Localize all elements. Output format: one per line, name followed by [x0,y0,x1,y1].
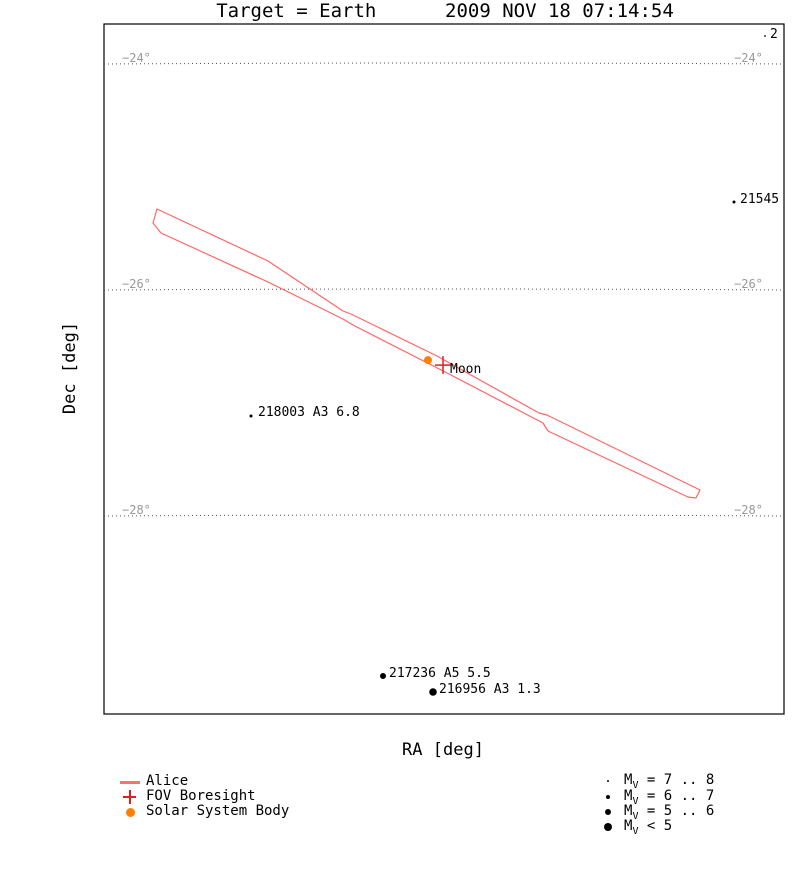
magnitude-label: MV < 5 [624,818,673,837]
legend-dot-icon [118,804,146,818]
star-label: 218003 A3 6.8 [258,405,360,420]
magnitude-dot-icon [604,823,612,831]
star-marker [732,200,736,204]
star-marker [380,673,386,679]
plot-frame [103,23,785,715]
magnitude-label: MV = 5 .. 6 [624,803,715,822]
dec-grid-line [103,514,785,517]
star-label: 217236 A5 5.5 [389,666,491,681]
solar-system-body-marker [424,356,432,365]
legend-item: Alice [118,773,188,789]
x-axis-label: RA [deg] [402,740,484,760]
dec-grid-line [103,288,785,291]
dec-grid-line [103,62,785,65]
star-label: 21545 [740,192,779,207]
legend-label: FOV Boresight [146,788,256,804]
magnitude-label: MV = 7 .. 8 [624,772,715,791]
legend-item: Solar System Body [118,803,289,819]
dec-tick-label: −24° [122,51,151,65]
legend-line-icon [118,774,146,788]
magnitude-label: MV = 6 .. 7 [624,788,715,807]
dec-tick-label: −26° [122,277,151,291]
dec-tick-label: −28° [122,503,151,517]
legend-label: Alice [146,773,189,789]
dec-tick-label: −24° [734,51,763,65]
solar-system-body-label: Moon [450,362,481,377]
star-label: 2 [770,27,778,42]
magnitude-dot-icon [607,780,609,782]
magnitude-dot-icon [606,795,610,799]
legend-item: FOV Boresight [118,788,256,804]
y-axis-label: Dec [deg] [60,321,80,415]
title-target: Target = Earth [216,0,377,22]
alice-fov-outline [152,208,701,499]
dec-tick-label: −26° [734,277,763,291]
legend-cross-icon [118,789,146,804]
star-marker [764,35,766,37]
magnitude-dot-icon [605,809,611,815]
star-marker [249,414,253,418]
star-label: 216956 A3 1.3 [439,682,541,697]
dec-tick-label: −28° [734,503,763,517]
legend-label: Solar System Body [146,803,290,819]
title-datetime: 2009 NOV 18 07:14:54 [445,0,674,22]
star-marker [429,688,437,696]
chart-title: Target = Earth 2009 NOV 18 07:14:54 [0,0,800,22]
